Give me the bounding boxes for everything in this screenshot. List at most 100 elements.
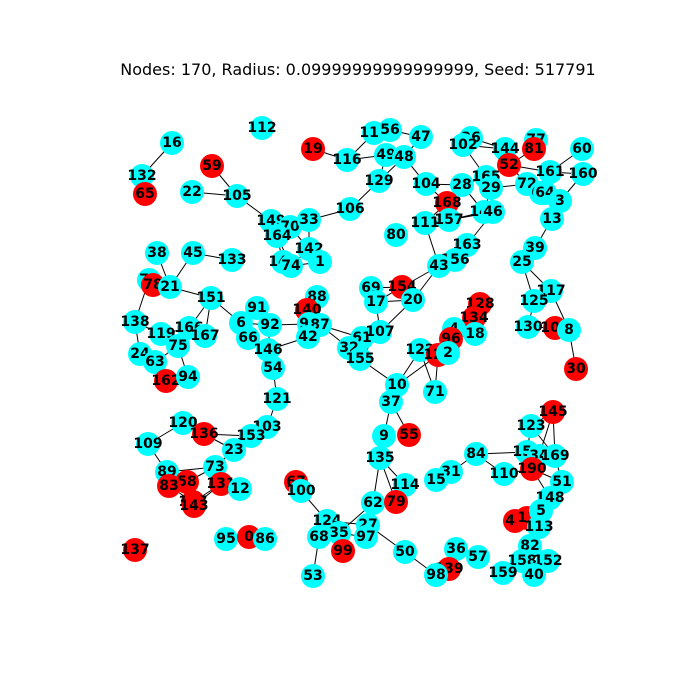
- node-151: 151: [196, 286, 226, 310]
- node-circle: [444, 537, 468, 561]
- node-circle: [427, 254, 451, 278]
- node-label: 84: [466, 446, 486, 462]
- node-label: 78: [143, 277, 162, 293]
- node-label: 8: [564, 322, 574, 338]
- node-3: 3: [548, 189, 572, 213]
- node-label: 95: [216, 531, 235, 547]
- node-label: 146: [253, 342, 282, 358]
- node-label: 47: [411, 129, 430, 145]
- node-label: 49: [376, 147, 395, 163]
- node-circle: [307, 525, 331, 549]
- node-circle: [384, 490, 408, 514]
- node-label: 55: [399, 427, 418, 443]
- node-161: 161: [535, 160, 565, 184]
- node-circle: [481, 200, 505, 224]
- node-109: 109: [133, 432, 163, 456]
- node-label: 137: [120, 542, 149, 558]
- node-circle: [308, 250, 332, 274]
- node-circle: [541, 400, 565, 424]
- node-circle: [209, 472, 233, 496]
- node-circle: [123, 310, 147, 334]
- node-label: 83: [159, 478, 178, 494]
- node-circle: [261, 356, 285, 380]
- node-label: 119: [146, 326, 175, 342]
- node-circle: [519, 414, 543, 438]
- node-circle: [160, 131, 184, 155]
- node-circle: [158, 275, 182, 299]
- node-circle: [520, 457, 544, 481]
- node-label: 9: [379, 428, 389, 444]
- node-circle: [265, 387, 289, 411]
- node-circle: [228, 477, 252, 501]
- node-label: 104: [411, 176, 440, 192]
- node-circle: [192, 422, 216, 446]
- node-label: 21: [160, 279, 179, 295]
- node-circle: [256, 338, 280, 362]
- node-circle: [557, 318, 581, 342]
- node-circle: [570, 137, 594, 161]
- node-label: 153: [236, 428, 265, 444]
- node-label: 40: [524, 567, 544, 583]
- node-label: 123: [516, 418, 545, 434]
- node-label: 38: [147, 245, 166, 261]
- node-label: 0: [244, 529, 254, 545]
- node-167: 167: [190, 324, 220, 348]
- node-label: 121: [262, 391, 291, 407]
- node-circle: [149, 322, 173, 346]
- node-circle: [450, 173, 474, 197]
- node-label: 5: [536, 503, 546, 519]
- node-146: 146: [253, 338, 283, 362]
- node-110: 110: [489, 462, 519, 486]
- node-label: 3: [555, 193, 565, 209]
- node-label: 17: [366, 294, 385, 310]
- node-circle: [384, 223, 408, 247]
- node-119: 119: [146, 322, 176, 346]
- node-label: 190: [517, 461, 546, 477]
- node-13: 13: [540, 207, 564, 231]
- node-84: 84: [464, 442, 488, 466]
- node-label: 74: [281, 258, 301, 274]
- node-circle: [479, 176, 503, 200]
- node-circle: [301, 564, 325, 588]
- node-60: 60: [570, 137, 594, 161]
- node-label: 10: [387, 377, 407, 393]
- node-43: 43: [427, 254, 451, 278]
- node-circle: [258, 313, 282, 337]
- node-circle: [297, 208, 321, 232]
- node-143: 143: [179, 494, 209, 518]
- node-circle: [181, 241, 205, 265]
- node-2: 2: [436, 341, 460, 365]
- node-circle: [348, 347, 372, 371]
- node-92: 92: [258, 313, 282, 337]
- node-label: 25: [512, 254, 531, 270]
- node-63: 63: [143, 350, 167, 374]
- node-circle: [220, 248, 244, 272]
- node-57: 57: [466, 545, 490, 569]
- node-98: 98: [424, 563, 448, 587]
- node-9: 9: [372, 424, 396, 448]
- node-125: 125: [519, 289, 549, 313]
- node-label: 145: [538, 404, 567, 420]
- node-1: 1: [308, 250, 332, 274]
- node-label: 60: [572, 141, 592, 157]
- node-label: 22: [182, 184, 201, 200]
- node-38: 38: [145, 241, 169, 265]
- node-label: 68: [309, 529, 328, 545]
- node-label: 159: [488, 565, 517, 581]
- node-circle: [491, 561, 515, 585]
- node-label: 15: [426, 472, 445, 488]
- node-105: 105: [222, 184, 252, 208]
- node-circle: [136, 432, 160, 456]
- node-18: 18: [463, 322, 487, 346]
- node-label: 157: [434, 212, 463, 228]
- node-label: 138: [120, 314, 149, 330]
- node-circle: [522, 563, 546, 587]
- node-16: 16: [160, 131, 184, 155]
- node-circle: [145, 241, 169, 265]
- node-label: 155: [345, 351, 374, 367]
- node-99: 99: [331, 539, 355, 563]
- node-116: 116: [332, 148, 362, 172]
- node-35: 35: [327, 521, 351, 545]
- node-circle: [437, 208, 461, 232]
